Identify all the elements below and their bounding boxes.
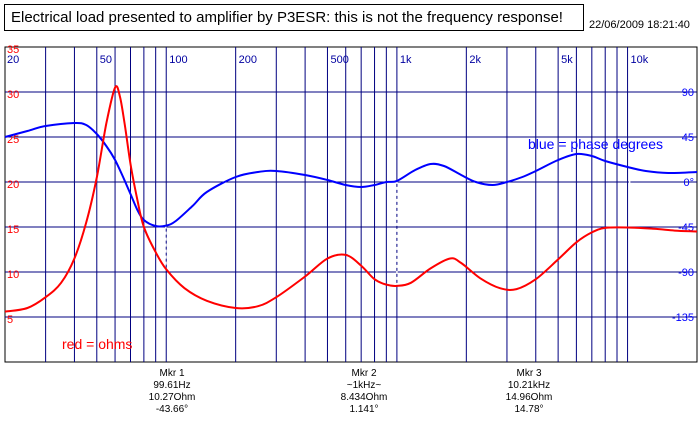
y-right-tick-label-3: 0° [683, 177, 694, 189]
y-left-tick-label-2: 15 [7, 224, 19, 236]
y-right-tick-label-1: -90 [678, 267, 694, 279]
y-right-tick-label-4: 45 [682, 132, 694, 144]
marker-1-label: Mkr 1 [159, 368, 185, 379]
marker-2-impedance: 8.434Ohm [340, 392, 388, 403]
x-tick-label-8: 10k [631, 54, 649, 66]
marker-2-label: Mkr 2 [351, 368, 377, 379]
marker-2-freq: ~1kHz~ [346, 380, 382, 391]
y-left-tick-label-4: 25 [7, 134, 19, 146]
x-tick-label-5: 1k [400, 54, 412, 66]
marker-1-freq: 99.61Hz [153, 380, 191, 391]
y-right-tick-label-0: -135 [672, 312, 694, 324]
marker-2-phase: 1.141° [349, 404, 379, 415]
marker-3-phase: 14.78° [514, 404, 544, 415]
y-left-tick-label-0: 5 [7, 314, 13, 326]
annotation-phase: blue = phase degrees [528, 136, 663, 152]
x-tick-label-7: 5k [561, 54, 573, 66]
x-tick-label-2: 100 [169, 54, 187, 66]
marker-3-impedance: 14.96Ohm [505, 392, 553, 403]
x-tick-label-0: 20 [7, 54, 19, 66]
timestamp: 22/06/2009 18:21:40 [589, 19, 690, 31]
marker-1-impedance: 10.27Ohm [148, 392, 196, 403]
annotation-ohms: red = ohms [62, 336, 132, 352]
marker-1-readout: Mkr 1 99.61Hz 10.27Ohm -43.66° [112, 368, 232, 416]
y-left-tick-label-1: 10 [7, 269, 19, 281]
y-left-tick-label-3: 20 [7, 179, 19, 191]
series-line-ohms [4, 85, 698, 313]
series-line-phase [4, 121, 698, 228]
x-tick-label-3: 200 [239, 54, 257, 66]
marker-3-readout: Mkr 3 10.21kHz 14.96Ohm 14.78° [469, 368, 589, 416]
marker-1-phase: -43.66° [155, 404, 189, 415]
y-right-tick-label-5: 90 [682, 87, 694, 99]
marker-3-label: Mkr 3 [516, 368, 542, 379]
x-tick-label-4: 500 [330, 54, 348, 66]
x-tick-label-1: 50 [100, 54, 112, 66]
y-left-tick-label-6: 35 [7, 44, 19, 56]
chart-title: Electrical load presented to amplifier b… [4, 4, 584, 31]
marker-3-freq: 10.21kHz [507, 380, 551, 391]
y-left-tick-label-5: 30 [7, 89, 19, 101]
x-tick-label-6: 2k [469, 54, 481, 66]
plot-frame [4, 46, 698, 363]
marker-2-readout: Mkr 2 ~1kHz~ 8.434Ohm 1.141° [304, 368, 424, 416]
